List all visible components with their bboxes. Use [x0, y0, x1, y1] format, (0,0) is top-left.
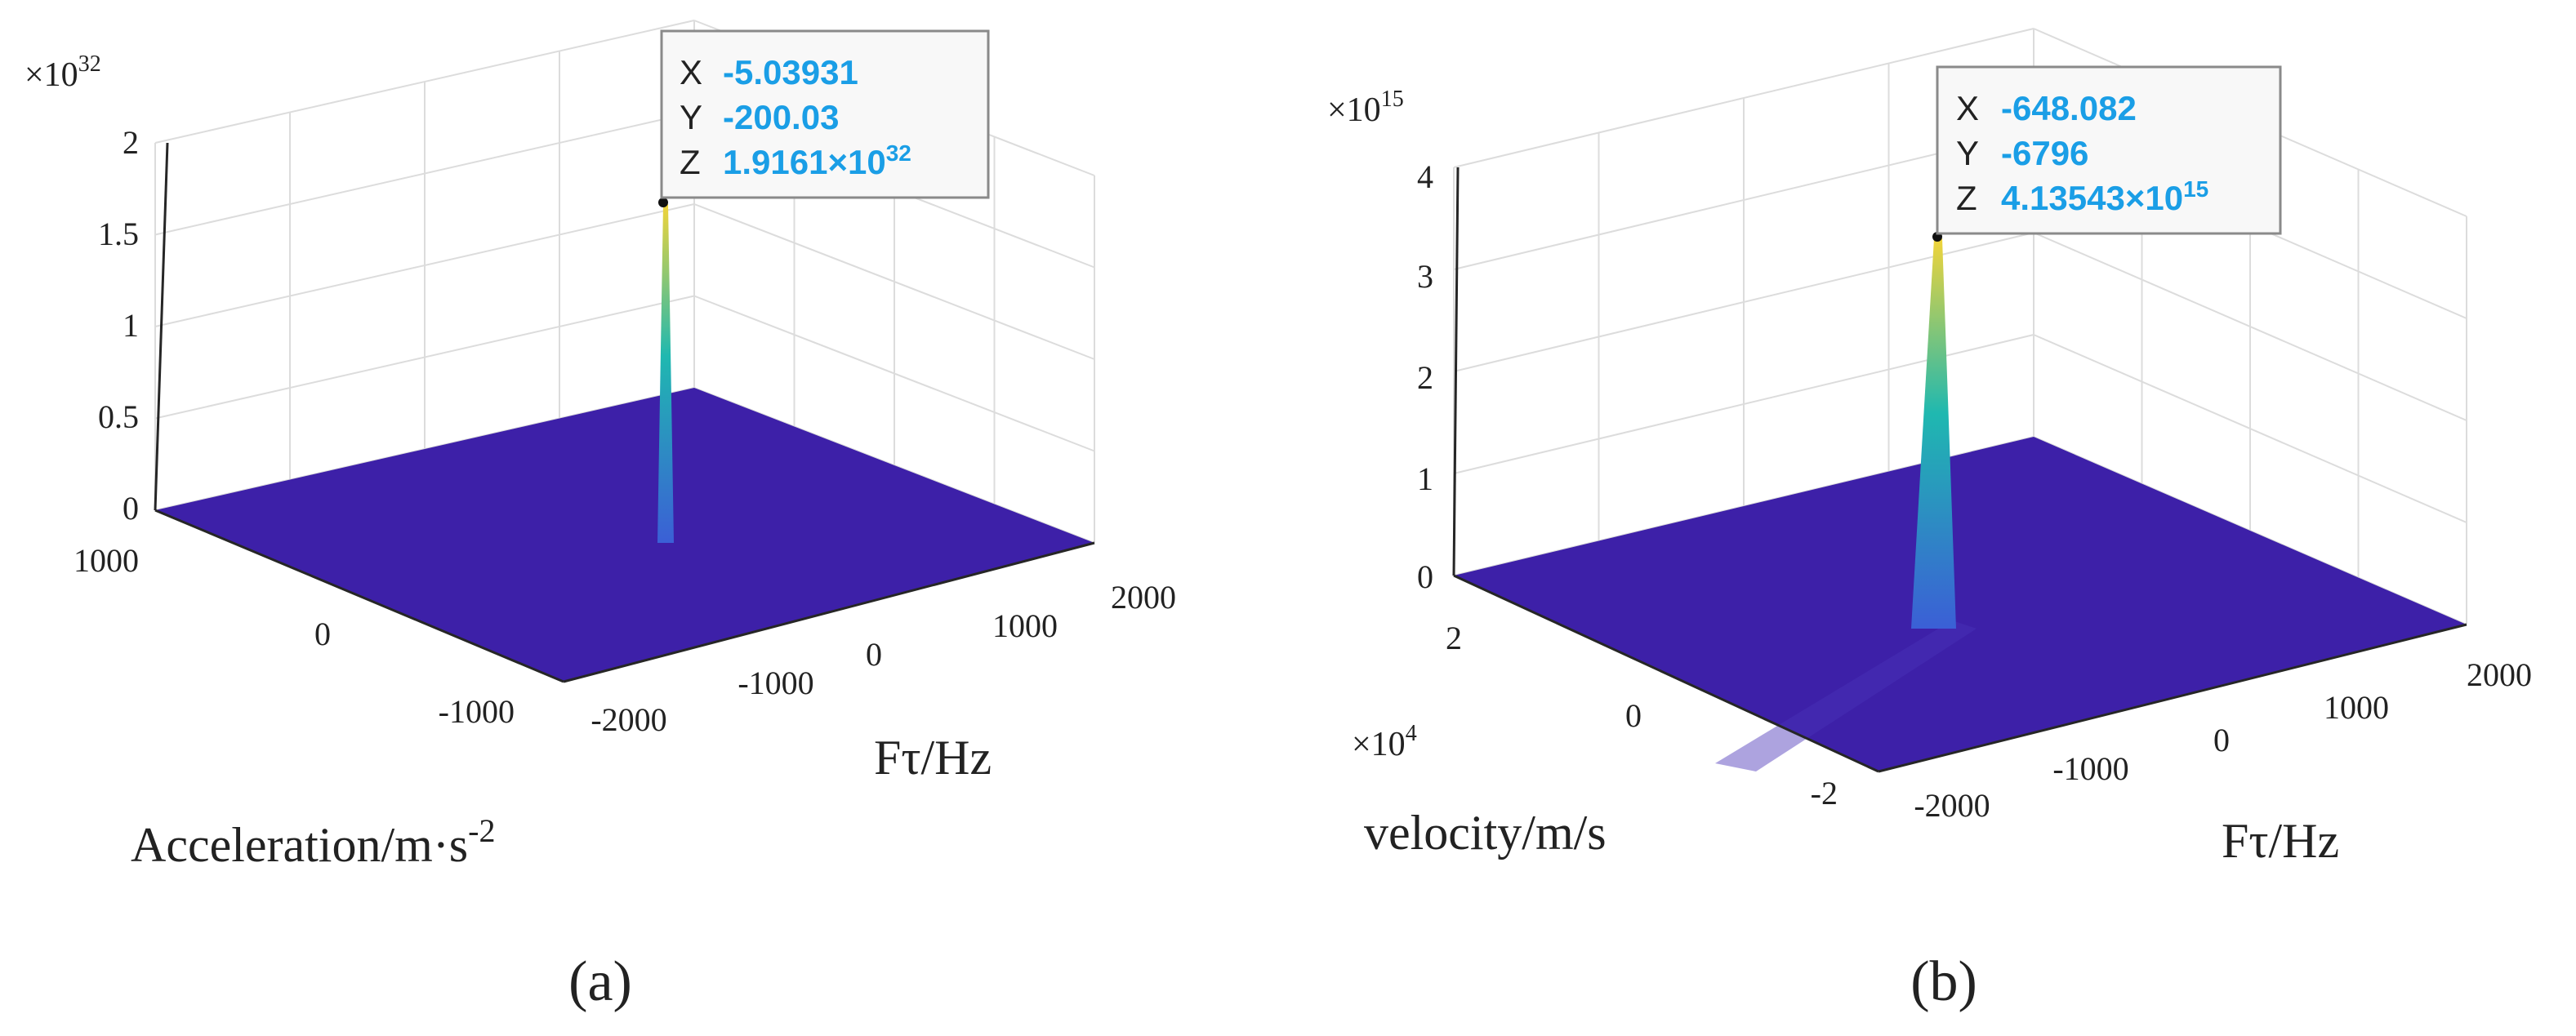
panel-a-x-tick: -2000 — [591, 701, 666, 738]
panel-b-peak — [1911, 238, 1956, 629]
panel-b-datatip: X -648.082 Y -6796 Z 4.13543×1015 — [1936, 65, 2282, 235]
panel-a-x-tick: 2000 — [1111, 579, 1176, 616]
panel-b-y-exponent: ×104 — [1352, 721, 1417, 763]
panel-a-y-tick: 1000 — [74, 542, 139, 579]
panel-b-datatip-key: Y — [1956, 134, 1979, 172]
panel-a-y-tick: 0 — [314, 616, 331, 652]
panel-a-datatip-key: X — [680, 53, 702, 91]
panel-a-z-tick: 1 — [123, 307, 139, 344]
panel-a-z-tick: 1.5 — [98, 216, 139, 252]
panel-a-datatip-x-value: -5.03931 — [723, 53, 858, 91]
panel-b-datatip-key: X — [1956, 89, 1979, 127]
panel-a-x-tick: -1000 — [738, 665, 813, 701]
panel-b-y-tick: -2 — [1811, 775, 1838, 811]
panel-a-grid — [154, 20, 1095, 544]
panel-a-x-axis — [563, 541, 1095, 683]
panel-b-datatip-z-value: 4.13543×1015 — [2001, 176, 2208, 217]
panel-a-y-label: Acceleration/m·s-2 — [131, 812, 495, 872]
panel-b-x-tick: 0 — [2213, 722, 2230, 758]
panel-b-surface — [1454, 437, 2467, 771]
panel-b-z-tick: 3 — [1417, 258, 1433, 295]
panel-b-z-axis — [1452, 167, 1460, 576]
panel-a-x-tick: 1000 — [992, 607, 1058, 644]
panel-a-peak — [657, 204, 674, 543]
panel-b-x-tick: -2000 — [1914, 787, 1990, 824]
panel-a-datatip: X -5.03931 Y -200.03 Z 1.9161×1032 — [660, 29, 990, 199]
panel-b-z-tick: 0 — [1417, 558, 1433, 595]
panel-b-ridge — [1715, 620, 1977, 771]
panel-a: 2 1.5 1 0.5 0 ×1032 1000 0 -1000 -2000 -… — [25, 20, 1176, 1013]
panel-a-surface — [155, 388, 1094, 682]
panel-a-y-axis — [154, 509, 564, 683]
panel-a-datatip-y-value: -200.03 — [723, 98, 839, 136]
panel-b-datatip-key: Z — [1956, 179, 1977, 217]
panel-b-x-tick: 2000 — [2467, 656, 2532, 693]
panel-a-datatip-z-value: 1.9161×1032 — [723, 140, 911, 181]
panel-b-y-label: velocity/m/s — [1364, 806, 1607, 860]
panel-a-z-tick: 0 — [123, 490, 139, 527]
panel-b-y-axis — [1453, 574, 1879, 773]
panel-a-datatip-box — [660, 29, 990, 199]
panel-b: 4 3 2 1 0 ×1015 2 0 -2 ×104 -2000 -1000 … — [1327, 28, 2532, 1013]
panel-b-x-axis — [1878, 623, 2467, 773]
panel-a-z-exponent: ×1032 — [25, 51, 101, 94]
panel-b-x-tick: -1000 — [2052, 750, 2128, 787]
panel-a-x-label: Fτ/Hz — [874, 731, 992, 785]
panel-a-y-tick: -1000 — [439, 693, 515, 730]
panel-b-datatip-box — [1936, 65, 2282, 235]
panel-b-y-tick: 0 — [1625, 697, 1642, 734]
panel-b-y-tick: 2 — [1446, 620, 1462, 656]
panel-a-z-tick: 0.5 — [98, 398, 139, 435]
panel-a-z-axis — [154, 142, 169, 511]
panel-a-axes — [154, 142, 1095, 683]
panel-b-datatip-x-value: -648.082 — [2001, 89, 2137, 127]
panel-b-z-tick: 1 — [1417, 460, 1433, 497]
panel-b-z-exponent: ×1015 — [1327, 87, 1404, 129]
panel-b-axes — [1452, 167, 2467, 773]
panel-a-z-tick: 2 — [123, 124, 139, 161]
panel-b-datatip-y-value: -6796 — [2001, 134, 2088, 172]
panel-b-z-tick: 4 — [1417, 158, 1433, 195]
panel-a-peak-marker — [658, 198, 668, 207]
panel-b-x-label: Fτ/Hz — [2222, 814, 2339, 868]
panel-a-datatip-key: Y — [680, 98, 702, 136]
panel-a-datatip-key: Z — [680, 143, 701, 181]
panel-a-x-tick: 0 — [866, 636, 882, 673]
panel-b-z-tick: 2 — [1417, 359, 1433, 396]
panel-b-x-tick: 1000 — [2324, 689, 2389, 726]
panel-b-caption: (b) — [1910, 950, 1977, 1013]
panel-a-caption: (a) — [568, 950, 632, 1013]
